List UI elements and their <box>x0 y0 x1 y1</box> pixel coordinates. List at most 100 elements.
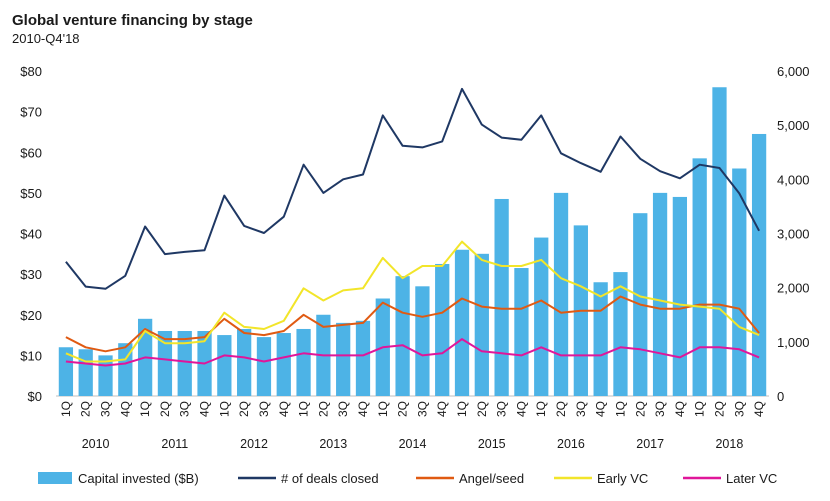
quarter-label: 3Q <box>99 401 113 417</box>
right-tick-label: 4,000 <box>777 172 810 187</box>
left-tick-label: $10 <box>20 348 42 363</box>
line--of-deals-closed <box>65 87 760 290</box>
year-label: 2010 <box>82 437 110 451</box>
quarter-label: 1Q <box>455 401 469 417</box>
quarter-label: 4Q <box>673 401 687 417</box>
left-tick-label: $70 <box>20 105 42 120</box>
year-label: 2017 <box>636 437 664 451</box>
bar-12 <box>276 333 291 396</box>
bar-35 <box>732 168 747 396</box>
bar-21 <box>454 249 470 396</box>
year-label: 2015 <box>478 437 506 451</box>
quarter-label: 1Q <box>297 401 311 417</box>
bar-13 <box>296 328 311 396</box>
bar-6 <box>157 331 173 396</box>
right-y-axis: 0 1,000 2,000 3,000 4,000 5,000 6,000 <box>777 64 810 404</box>
left-y-axis: $0 $10 $20 $30 $40 $50 $60 $70 $80 <box>20 64 42 404</box>
quarter-label: 2Q <box>633 401 647 417</box>
left-tick-label: $40 <box>20 227 42 242</box>
bar-7 <box>177 331 192 396</box>
quarter-label: 3Q <box>257 401 271 417</box>
chart-title: Global venture financing by stage <box>12 12 253 29</box>
quarter-label: 1Q <box>693 401 707 417</box>
bar-9 <box>217 335 232 396</box>
quarter-label: 1Q <box>138 401 152 417</box>
quarter-label: 2Q <box>316 401 330 417</box>
year-label: 2011 <box>161 437 188 451</box>
bar-31 <box>652 192 668 396</box>
legend: Capital invested ($B) # of deals closed An… <box>38 471 777 486</box>
quarter-label: 4Q <box>435 401 449 417</box>
legend-swatch-bar <box>38 472 72 484</box>
quarter-label: 1Q <box>534 401 548 417</box>
bar-29 <box>613 272 628 396</box>
left-tick-label: $60 <box>20 145 42 160</box>
quarter-label: 3Q <box>574 401 588 417</box>
bar-33 <box>692 158 707 396</box>
quarter-label: 2Q <box>396 401 410 417</box>
legend-label: Later VC <box>726 471 777 486</box>
chart-subtitle: 2010-Q4'18 <box>12 31 80 46</box>
right-tick-label: 2,000 <box>777 281 810 296</box>
quarter-label: 2Q <box>554 401 568 417</box>
right-tick-label: 0 <box>777 389 784 404</box>
bar-2 <box>78 349 93 396</box>
year-label: 2014 <box>399 437 427 451</box>
quarter-label: 4Q <box>514 401 528 417</box>
quarter-label: 2Q <box>475 401 489 417</box>
bar-32 <box>672 196 688 396</box>
legend-label: Early VC <box>597 471 648 486</box>
quarter-label: 2Q <box>158 401 172 417</box>
right-tick-label: 5,000 <box>777 118 810 133</box>
quarter-label: 3Q <box>336 401 350 417</box>
quarter-label: 4Q <box>356 401 370 417</box>
left-tick-label: $0 <box>28 389 42 404</box>
left-tick-label: $80 <box>20 64 42 79</box>
bar-18 <box>395 276 410 396</box>
quarter-label: 3Q <box>178 401 192 417</box>
quarter-label: 3Q <box>732 401 746 417</box>
quarter-label: 4Q <box>198 401 212 417</box>
quarter-label: 3Q <box>415 401 429 417</box>
legend-label: Angel/seed <box>459 471 524 486</box>
x-axis: 1Q 2Q 3Q 4Q 1Q 2Q 3Q 4Q 1Q 2Q 3Q 4Q 1Q 2Q 3Q 4Q 1Q 2Q 3Q 4Q… <box>59 401 766 451</box>
bar-1 <box>58 347 74 396</box>
quarter-label: 4Q <box>118 401 132 417</box>
bar-26 <box>553 192 569 396</box>
quarter-label: 1Q <box>59 401 73 417</box>
bar-22 <box>474 253 489 396</box>
bar-24 <box>514 268 529 396</box>
right-tick-label: 3,000 <box>777 227 810 242</box>
quarter-label: 4Q <box>752 401 766 417</box>
line-angel-seed <box>65 295 760 353</box>
left-tick-label: $50 <box>20 186 42 201</box>
left-tick-label: $20 <box>20 308 42 323</box>
quarter-label: 2Q <box>237 401 251 417</box>
right-tick-label: 1,000 <box>777 335 810 350</box>
line-early-vc <box>65 240 760 363</box>
right-tick-label: 6,000 <box>777 64 810 79</box>
bar-15 <box>336 322 351 396</box>
quarter-label: 2Q <box>712 401 726 417</box>
legend-label: # of deals closed <box>281 471 379 486</box>
quarter-label: 3Q <box>653 401 667 417</box>
bar-36 <box>751 133 767 396</box>
quarter-label: 1Q <box>613 401 627 417</box>
bar-10 <box>237 328 252 396</box>
quarter-label: 4Q <box>594 401 608 417</box>
bar-4 <box>118 343 133 396</box>
quarter-label: 4Q <box>277 401 291 417</box>
bar-11 <box>256 337 272 396</box>
quarter-label: 1Q <box>376 401 390 417</box>
bar-20 <box>435 263 450 396</box>
year-label: 2016 <box>557 437 585 451</box>
year-label: 2013 <box>319 437 347 451</box>
bar-16 <box>355 320 371 396</box>
quarter-label: 3Q <box>495 401 509 417</box>
bar-23 <box>494 198 509 396</box>
bar-28 <box>593 282 608 396</box>
bar-25 <box>534 237 549 396</box>
line-later-vc <box>65 338 760 367</box>
legend-label: Capital invested ($B) <box>78 471 199 486</box>
